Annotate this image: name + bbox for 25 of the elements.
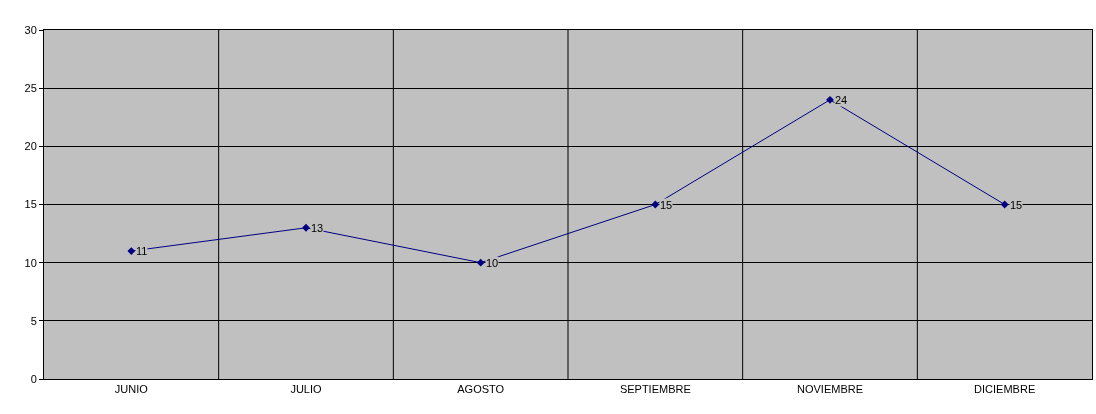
data-label: 15 <box>660 199 673 211</box>
y-tick-label: 10 <box>24 256 37 269</box>
data-label: 10 <box>486 257 499 269</box>
x-tick-label: JULIO <box>290 383 323 396</box>
point <box>651 200 660 209</box>
data-label: 15 <box>1010 199 1023 211</box>
point <box>302 223 310 232</box>
point <box>1000 200 1009 209</box>
x-tick-label: NOVIEMBRE <box>796 383 864 396</box>
point <box>127 247 136 255</box>
y-tick-label: 30 <box>24 23 37 36</box>
x-tick-label: AGOSTO <box>457 383 505 396</box>
x-tick-label: DICIEMBRE <box>974 383 1036 396</box>
y-tick-label: 5 <box>30 314 37 327</box>
y-tick-label: 15 <box>24 198 37 211</box>
data-label: 24 <box>835 94 848 106</box>
point <box>826 95 834 104</box>
y-tick-label: 25 <box>24 82 37 95</box>
data-label: 13 <box>311 222 324 234</box>
y-tick-label: 0 <box>30 372 37 385</box>
data-label: 11 <box>136 245 148 257</box>
x-tick-label: JUNIO <box>114 383 149 396</box>
point <box>476 258 485 267</box>
y-tick-label: 20 <box>24 140 37 153</box>
x-tick-label: SEPTIEMBRE <box>619 383 691 396</box>
